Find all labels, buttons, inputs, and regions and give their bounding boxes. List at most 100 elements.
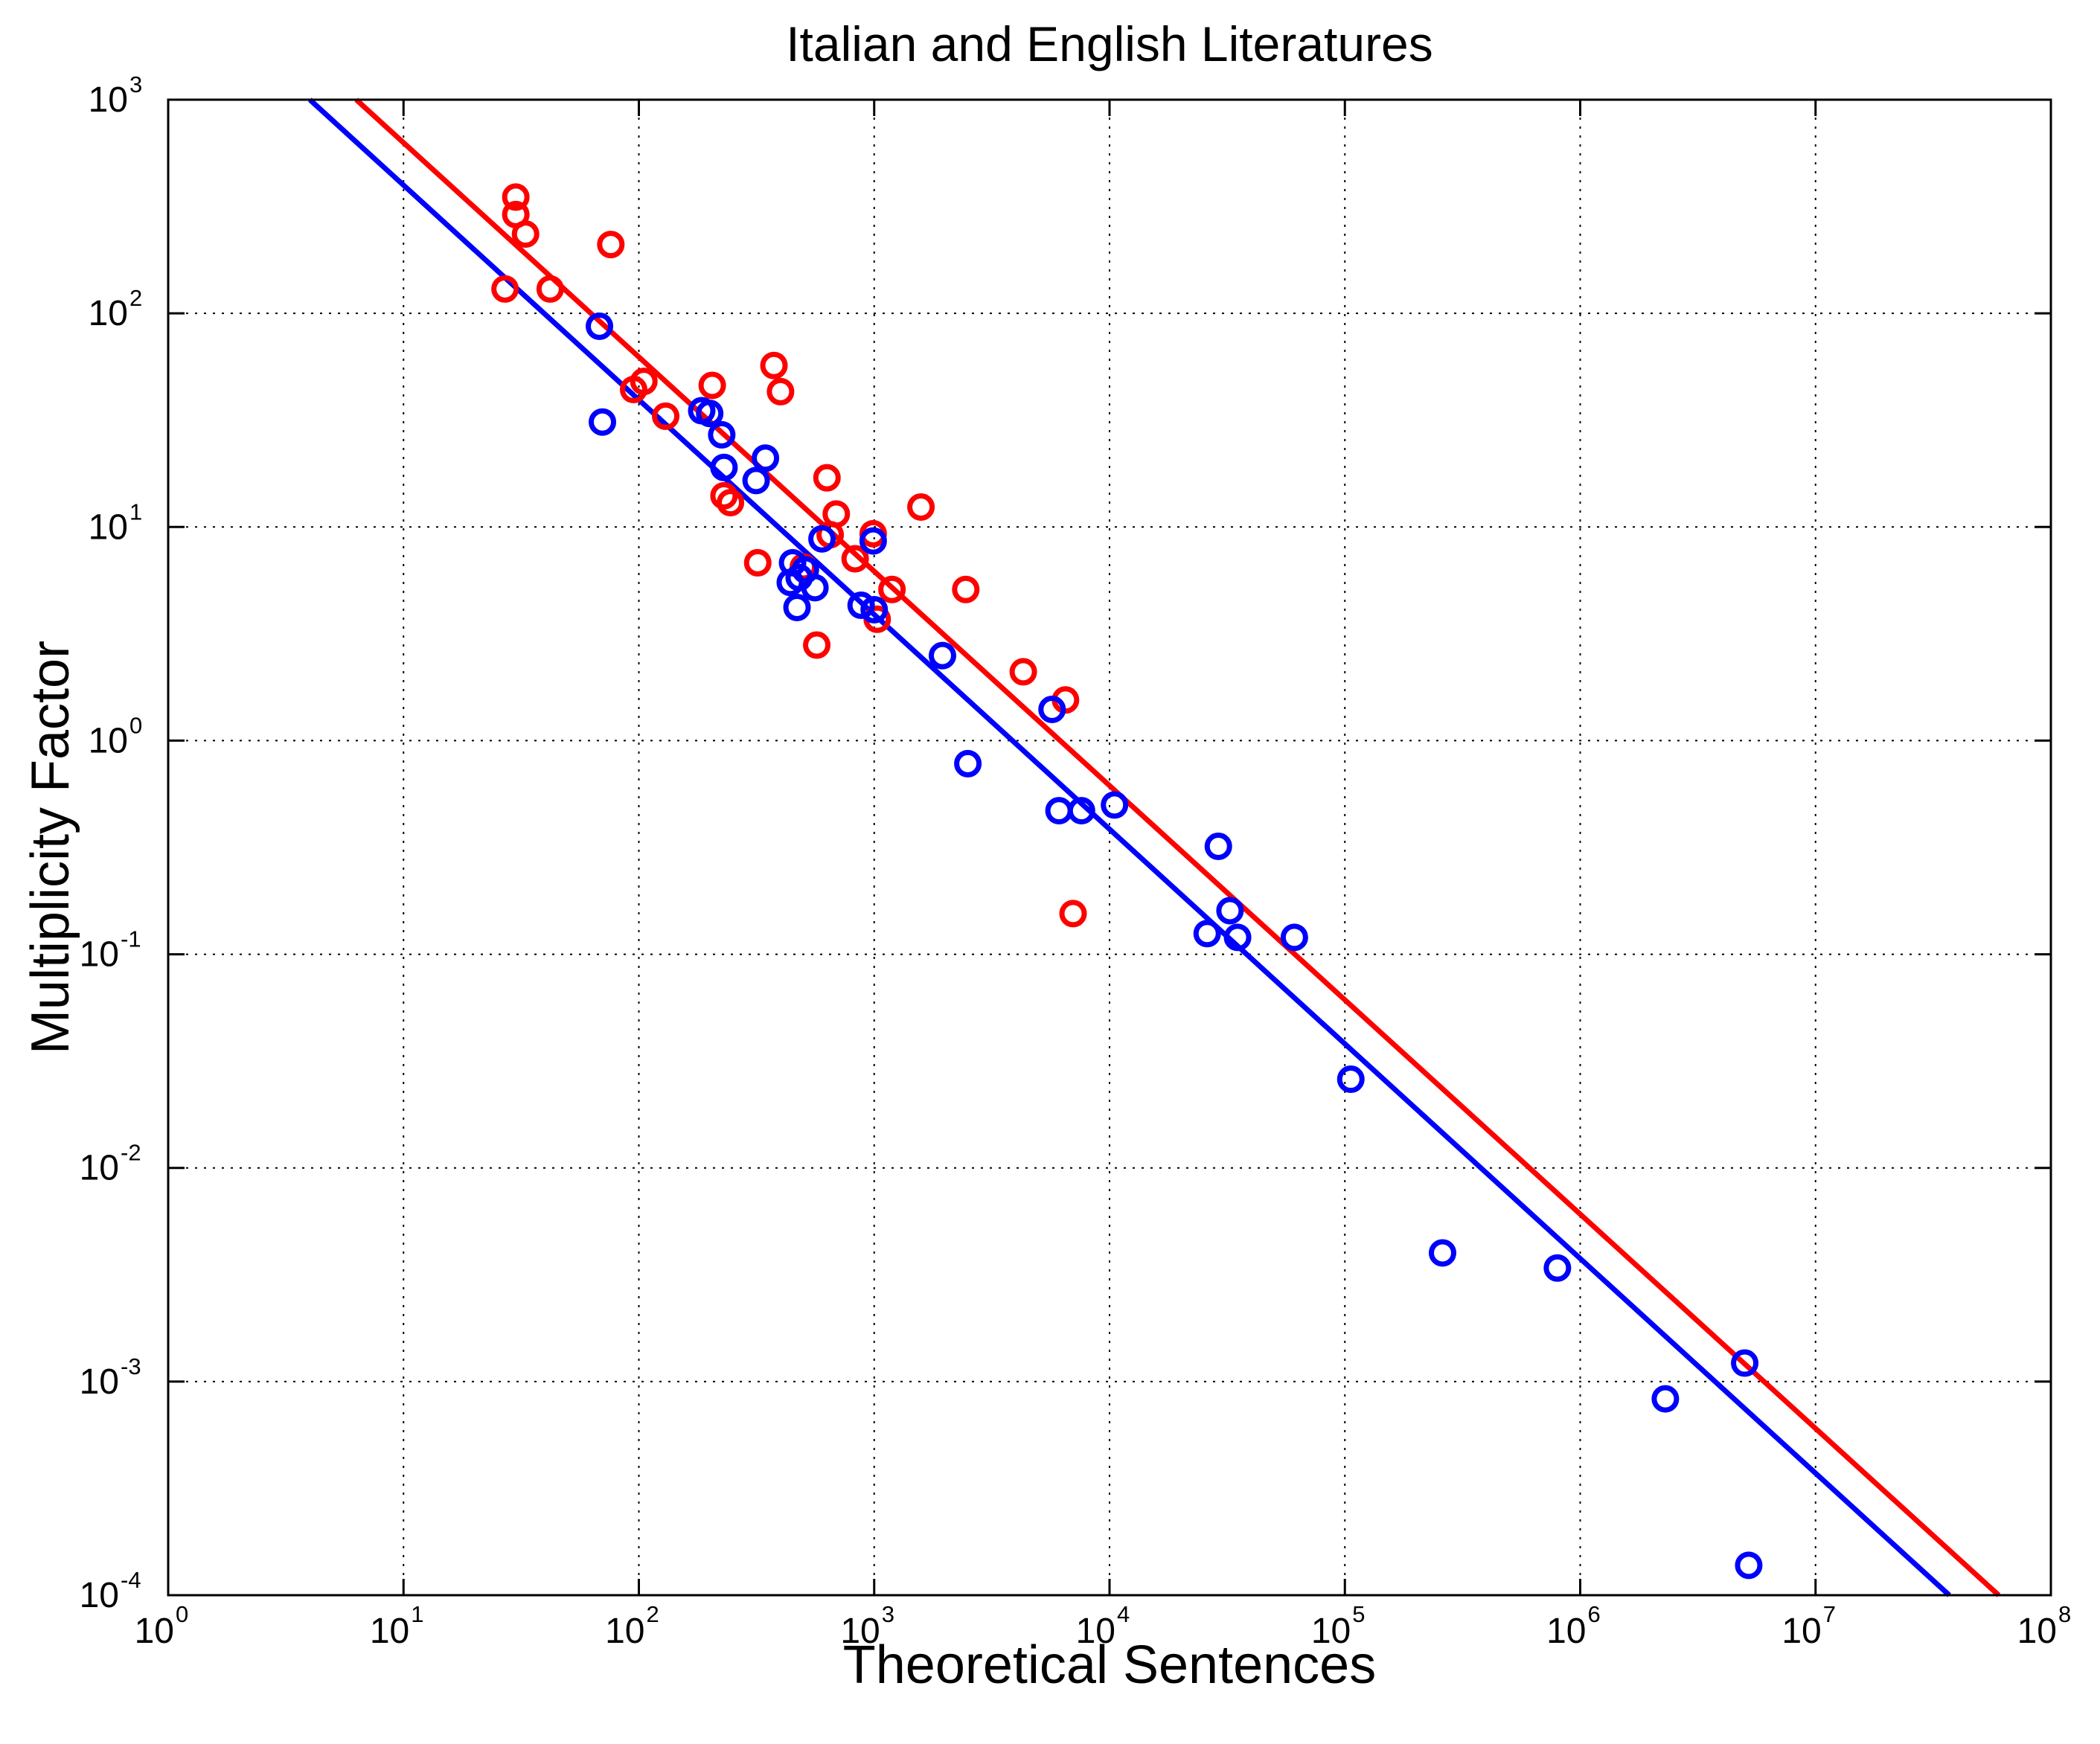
y-tick-base: 10: [89, 721, 128, 760]
x-tick-labels: 10 0 10 1 10 2 10 3 10 4 10 5 10 6 10 7 10 8: [135, 1601, 2072, 1651]
data-point-series-1: [1009, 658, 1037, 686]
y-tick-base: 10: [89, 294, 128, 333]
y-tick-exponent: -3: [121, 1353, 141, 1379]
x-tick-base: 10: [1782, 1612, 1821, 1651]
data-point-series-2: [752, 444, 780, 472]
x-tick-label: 10 6: [1546, 1601, 1601, 1651]
data-point-series-1: [822, 500, 851, 528]
data-point-series-1: [952, 575, 980, 603]
data-point-series-1: [491, 275, 519, 303]
data-point-series-2: [589, 408, 617, 436]
data-point-series-1: [803, 631, 831, 659]
y-tick-base: 10: [80, 1362, 119, 1402]
y-tick-label: 10 -2: [80, 1140, 141, 1188]
data-point-series-2: [1045, 797, 1073, 825]
data-point-series-2: [708, 420, 736, 449]
x-tick-base: 10: [605, 1612, 644, 1651]
data-point-series-1: [536, 275, 564, 303]
y-tick-exponent: -2: [121, 1140, 141, 1166]
x-tick-base: 10: [2017, 1612, 2057, 1651]
data-point-series-1: [511, 220, 540, 249]
x-tick-label: 10 2: [605, 1601, 659, 1651]
data-point-series-2: [1193, 920, 1221, 948]
data-point-series-2: [1731, 1349, 1759, 1377]
data-point-series-2: [1101, 791, 1129, 819]
data-point-series-1: [710, 481, 738, 510]
y-tick-label: 10 1: [89, 498, 143, 547]
x-tick-exponent: 4: [1117, 1601, 1130, 1627]
data-point-series-2: [1223, 923, 1252, 952]
x-tick-label: 10 7: [1782, 1601, 1836, 1651]
y-tick-label: 10 3: [89, 71, 143, 120]
y-axis-label: Multiplicity Factor: [21, 641, 80, 1054]
x-tick-base: 10: [370, 1612, 409, 1651]
x-tick-exponent: 5: [1352, 1601, 1365, 1627]
data-point-series-2: [1280, 923, 1308, 952]
data-point-series-1: [813, 464, 841, 492]
x-tick-base: 10: [1546, 1612, 1586, 1651]
x-tick-label: 10 5: [1311, 1601, 1366, 1651]
x-tick-exponent: 8: [2058, 1601, 2071, 1627]
data-point-series-1: [760, 351, 788, 379]
x-tick-exponent: 6: [1588, 1601, 1601, 1627]
x-tick-label: 10 4: [1076, 1601, 1130, 1651]
y-tick-exponent: -1: [121, 926, 141, 952]
data-point-series-2: [1336, 1065, 1365, 1094]
y-tick-label: 10 2: [89, 285, 143, 333]
fit-line-series-1: [354, 97, 2001, 1597]
data-point-series-2: [710, 453, 738, 481]
y-tick-label: 10 -4: [80, 1567, 141, 1615]
data-point-series-1: [717, 489, 745, 517]
x-tick-exponent: 7: [1823, 1601, 1836, 1627]
data-point-series-1: [597, 231, 625, 259]
data-point-series-2: [696, 400, 724, 428]
data-point-series-1: [841, 545, 869, 573]
y-tick-exponent: 3: [129, 71, 142, 97]
data-point-series-1: [698, 371, 726, 400]
y-tick-base: 10: [80, 1576, 119, 1615]
x-tick-base: 10: [1311, 1612, 1351, 1651]
x-tick-exponent: 3: [882, 1601, 894, 1627]
data-points: [491, 183, 1763, 1580]
axis-ticks: [167, 98, 2052, 1597]
data-point-series-2: [1735, 1551, 1763, 1580]
y-tick-exponent: 2: [129, 285, 142, 311]
y-tick-base: 10: [80, 935, 119, 975]
data-point-series-2: [1038, 695, 1066, 723]
y-tick-label: 10 -1: [80, 926, 141, 975]
data-point-series-2: [1204, 833, 1232, 861]
data-point-series-2: [1651, 1385, 1680, 1413]
data-point-series-2: [860, 595, 889, 623]
data-point-series-1: [502, 183, 530, 211]
x-tick-exponent: 2: [647, 1601, 659, 1627]
x-tick-exponent: 0: [176, 1601, 188, 1627]
chart-title: Italian and English Literatures: [786, 16, 1433, 71]
grid-lines: [168, 100, 2051, 1595]
data-point-series-2: [783, 593, 811, 621]
data-point-series-2: [808, 525, 836, 553]
y-tick-label: 10 -3: [80, 1353, 141, 1402]
data-point-series-1: [743, 548, 772, 577]
data-point-series-2: [954, 749, 982, 778]
data-point-series-2: [801, 574, 829, 602]
data-point-series-1: [878, 575, 906, 603]
y-tick-exponent: 0: [129, 712, 142, 738]
data-point-series-1: [630, 368, 658, 396]
y-tick-base: 10: [80, 1149, 119, 1188]
data-point-series-2: [1543, 1254, 1572, 1282]
data-point-series-2: [742, 467, 770, 495]
y-tick-exponent: -4: [121, 1567, 141, 1593]
data-point-series-2: [586, 312, 614, 341]
y-tick-exponent: 1: [129, 498, 142, 525]
x-tick-label: 10 0: [135, 1601, 189, 1651]
x-tick-label: 10 8: [2017, 1601, 2072, 1651]
x-tick-label: 10 3: [840, 1601, 894, 1651]
data-point-series-2: [1428, 1239, 1456, 1267]
data-point-series-2: [847, 592, 875, 620]
y-tick-base: 10: [89, 80, 128, 120]
data-point-series-2: [859, 527, 887, 555]
y-tick-base: 10: [89, 507, 128, 547]
data-point-series-1: [1059, 900, 1087, 928]
x-tick-base: 10: [840, 1612, 880, 1651]
